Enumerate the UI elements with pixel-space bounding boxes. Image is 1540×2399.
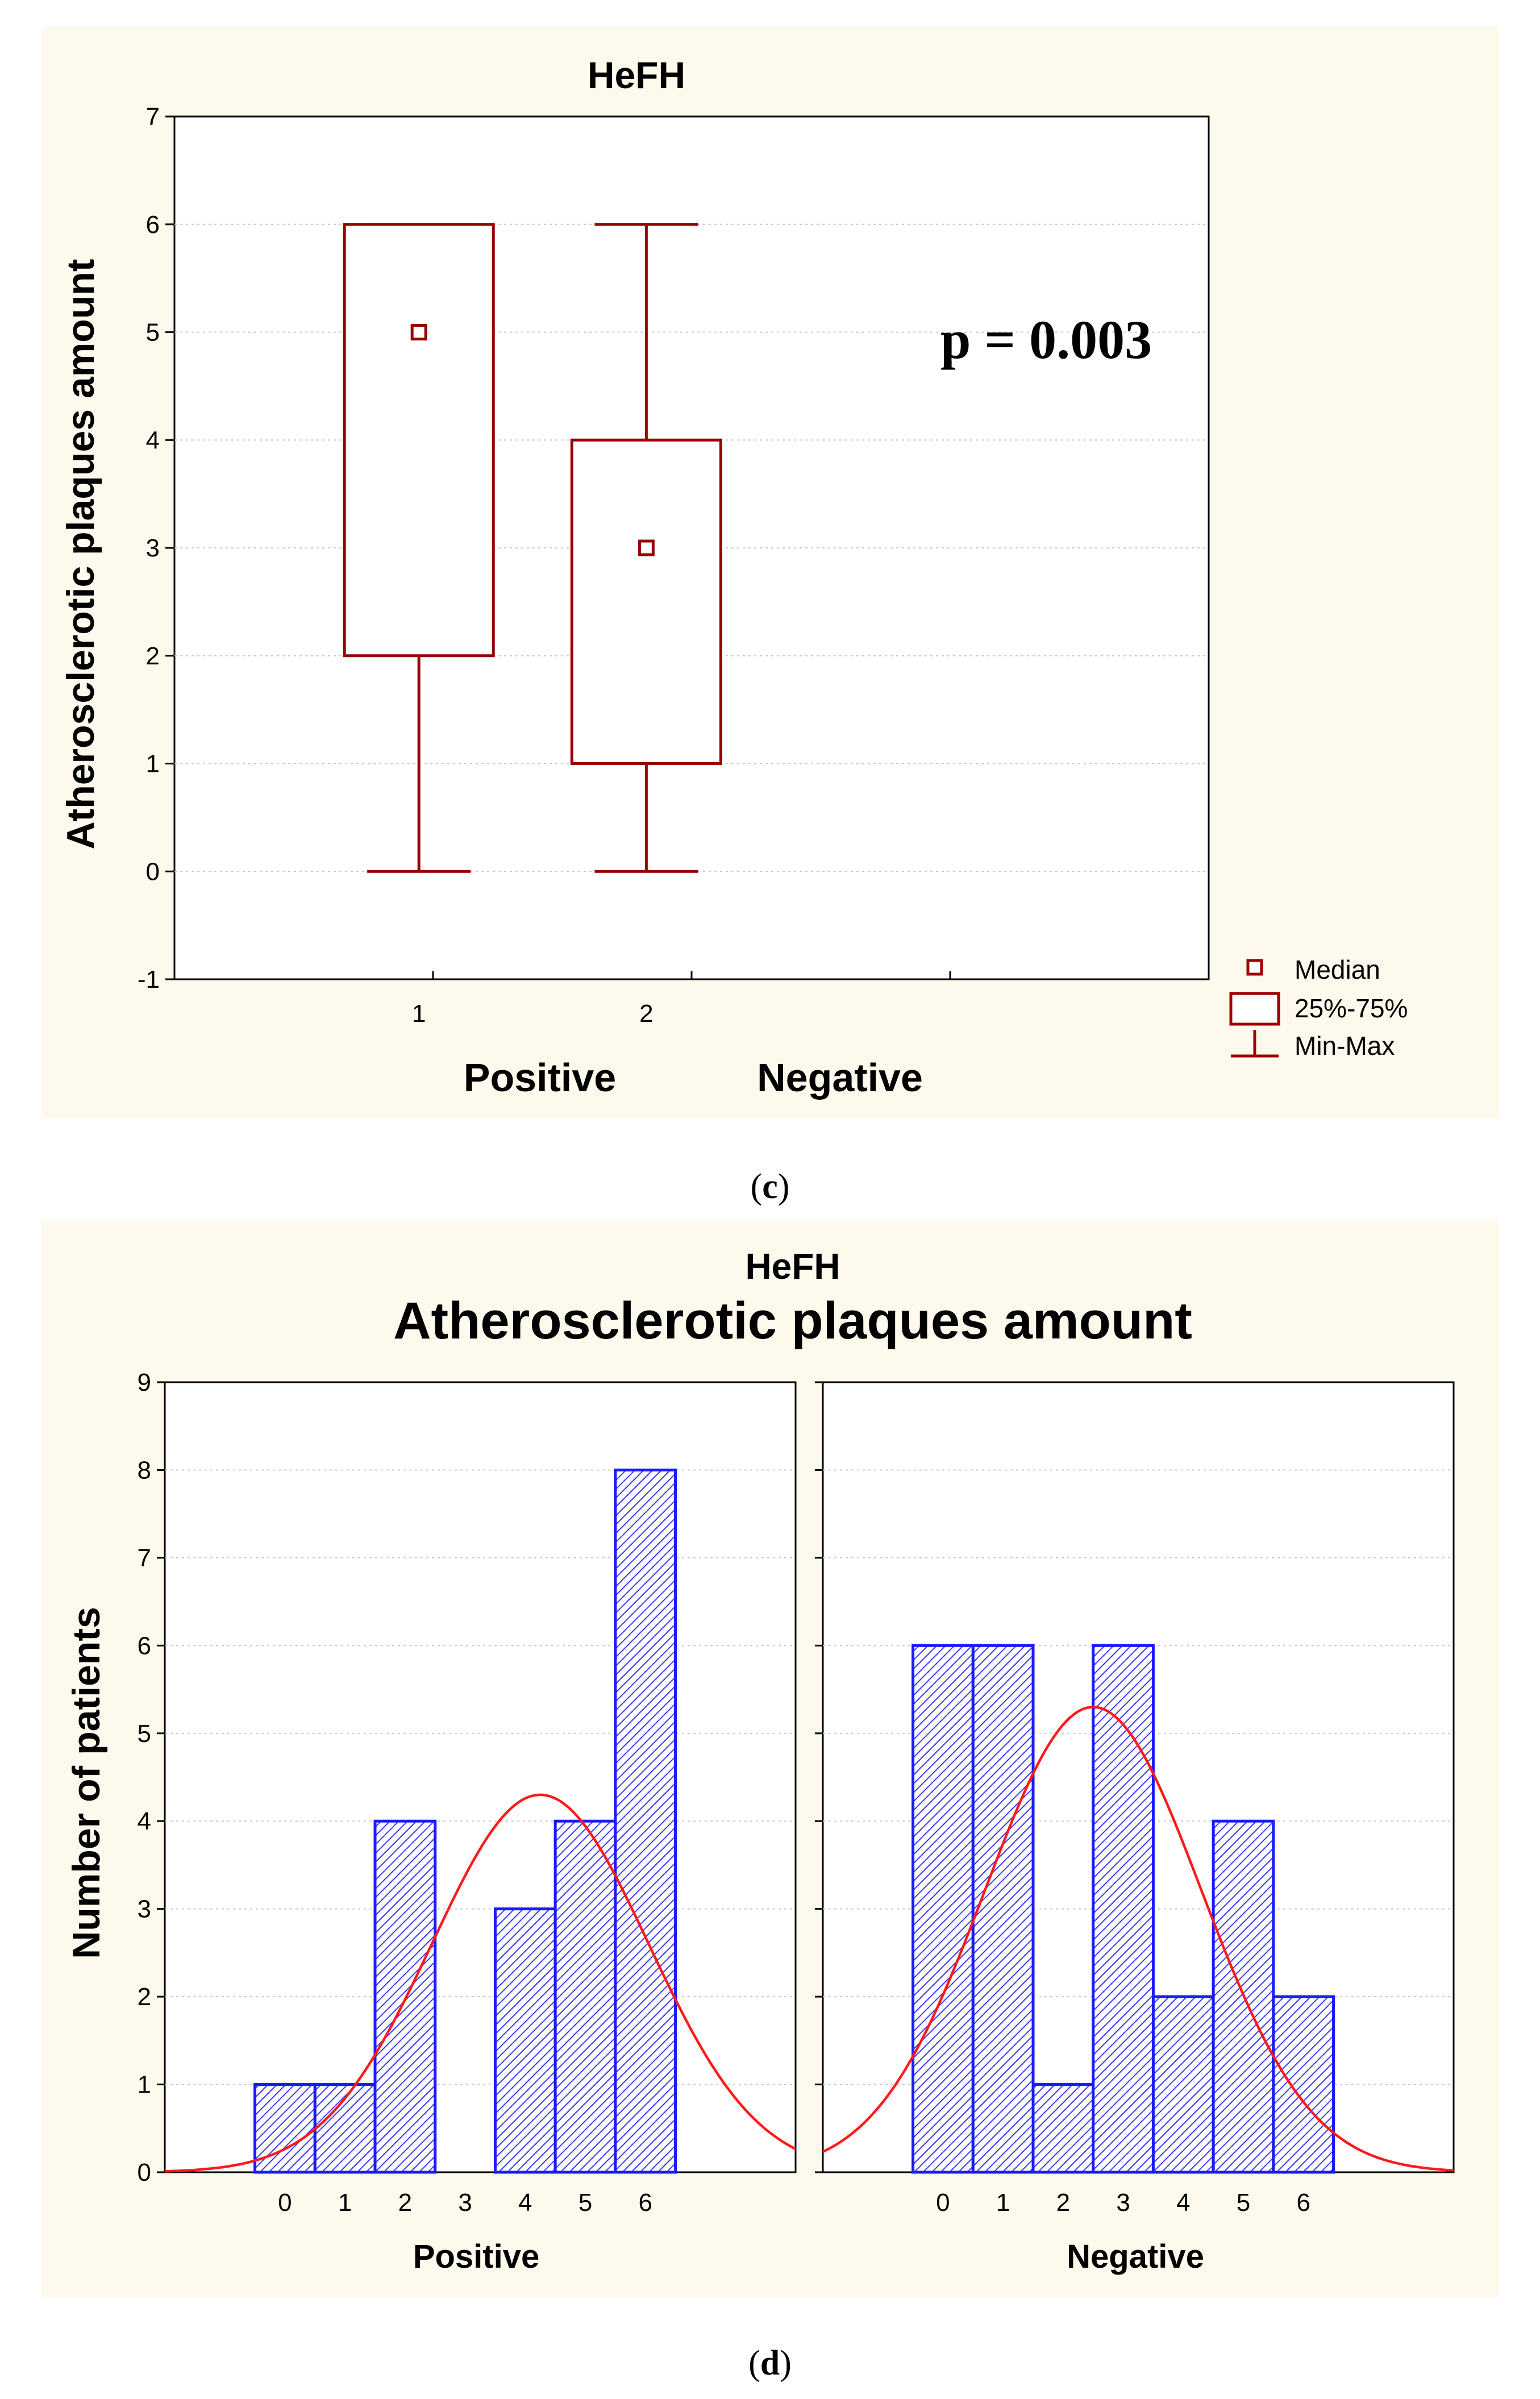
box-plot-y-tick-label: 2 — [146, 642, 160, 670]
box-plot-legend: Median 25%-75% Min-Max — [1229, 955, 1408, 1061]
histogram-positive-label: Positive — [413, 2238, 539, 2275]
histogram-y-tick-label: 8 — [138, 1456, 151, 1484]
legend-median-label: Median — [1295, 955, 1380, 984]
histogram-x-tick-label: 4 — [1176, 2189, 1190, 2217]
iqr-box — [570, 438, 722, 765]
histogram-bar-positive — [614, 1468, 677, 2174]
histogram-x-tick-label: 1 — [338, 2189, 352, 2217]
caption-d: (d) — [748, 2344, 792, 2383]
histogram-x-tick-label: 2 — [398, 2189, 412, 2217]
legend-median-marker — [1246, 959, 1263, 976]
histogram-x-tick-label: 0 — [278, 2189, 292, 2217]
histogram-x-tick-label: 4 — [518, 2189, 532, 2217]
histogram-x-tick-label: 2 — [1056, 2189, 1070, 2217]
legend-minmax-label: Min-Max — [1295, 1031, 1395, 1061]
panel-d: HeFH Atherosclerotic plaques amount Numb… — [41, 1221, 1499, 2297]
box-plot-y-tick-label: -1 — [138, 966, 160, 993]
group-label-positive: Positive — [464, 1055, 616, 1100]
histogram-x-tick-label: 1 — [996, 2189, 1010, 2217]
histogram-x-tick-label: 3 — [1116, 2189, 1130, 2217]
histogram-bar-negative — [911, 1644, 975, 2174]
box-plot-y-tick-label: 6 — [146, 211, 160, 239]
histogram-y-tick-label: 5 — [138, 1720, 151, 1748]
histogram-negative-label: Negative — [1067, 2238, 1204, 2275]
box-plot-y-tick-label: 4 — [146, 426, 160, 454]
histogram-x-tick-label: 0 — [936, 2189, 950, 2217]
histogram-x-tick-label: 5 — [1237, 2189, 1250, 2217]
normal-fit-curve-negative — [822, 1706, 1454, 2172]
histogram-y-tick-label: 2 — [138, 1983, 151, 2011]
box-plot-y-tick-label: 7 — [146, 103, 160, 131]
histogram-bar-negative — [1031, 2083, 1095, 2174]
iqr-box — [343, 223, 495, 658]
histogram-title: HeFH — [745, 1246, 840, 1287]
histogram-y-tick-label: 1 — [138, 2071, 151, 2099]
histogram-y-tick-label: 7 — [138, 1544, 151, 1572]
histogram-bar-negative — [1092, 1644, 1155, 2174]
box-plot-y-axis: -1 0 1 2 3 4 5 6 7 — [138, 103, 174, 993]
histogram-y-tick-label: 0 — [138, 2159, 151, 2186]
group-label-negative: Negative — [757, 1055, 923, 1100]
histogram-y-tick-label: 6 — [138, 1632, 151, 1660]
histogram-y-axis-label: Number of patients — [65, 1607, 108, 1959]
box-plot-y-tick-label: 5 — [146, 319, 160, 347]
box-plot-y-tick-label: 1 — [146, 750, 160, 778]
histogram-normal-curves — [164, 1706, 1454, 2173]
caption-c-letter: c — [762, 1167, 778, 1206]
histogram-subtitle: Atherosclerotic plaques amount — [393, 1292, 1192, 1350]
histogram-bar-positive — [493, 1907, 557, 2174]
histogram-bars — [253, 1468, 1335, 2174]
p-value-annotation: p = 0.003 — [940, 309, 1152, 370]
box-plot-x-tick-label: 1 — [412, 1000, 426, 1028]
histogram-y-axis: 0 1 2 3 4 5 6 7 8 9 — [138, 1369, 823, 2186]
box-plot-series — [343, 223, 722, 873]
caption-d-letter: d — [760, 2344, 780, 2383]
histogram-bar-negative — [971, 1644, 1035, 2174]
histogram-bar-negative — [1151, 1995, 1215, 2174]
histogram-positive-area — [164, 1381, 797, 2173]
histogram-bar-negative — [1212, 1819, 1275, 2174]
histogram-x-axis: 0 1 2 3 4 5 6 0 1 2 3 4 5 6 — [278, 2189, 1310, 2217]
caption-c: (c) — [751, 1167, 790, 1206]
histogram-y-tick-label: 4 — [138, 1807, 151, 1835]
histogram-x-tick-label: 6 — [638, 2189, 652, 2217]
median-marker — [638, 539, 655, 556]
histogram-x-tick-label: 6 — [1296, 2189, 1310, 2217]
histogram-x-tick-label: 3 — [458, 2189, 472, 2217]
histogram-bar-negative — [1272, 1995, 1335, 2174]
histogram-y-tick-label: 3 — [138, 1895, 151, 1923]
histogram-y-tick-label: 9 — [138, 1369, 151, 1396]
histogram-x-tick-label: 5 — [578, 2189, 592, 2217]
box-plot-title: HeFH — [588, 54, 685, 96]
box-plot-y-axis-label: Atherosclerotic plaques amount — [59, 259, 102, 849]
box-plot-y-tick-label: 0 — [146, 858, 160, 885]
normal-fit-curve-positive — [164, 1793, 797, 2173]
median-marker — [410, 324, 427, 340]
box-plot-x-tick-label: 2 — [639, 1000, 653, 1028]
legend-box-label: 25%-75% — [1295, 993, 1408, 1023]
histogram-bar-positive — [553, 1819, 617, 2174]
legend-box-marker — [1229, 992, 1280, 1026]
box-plot-y-tick-label: 3 — [146, 534, 160, 562]
